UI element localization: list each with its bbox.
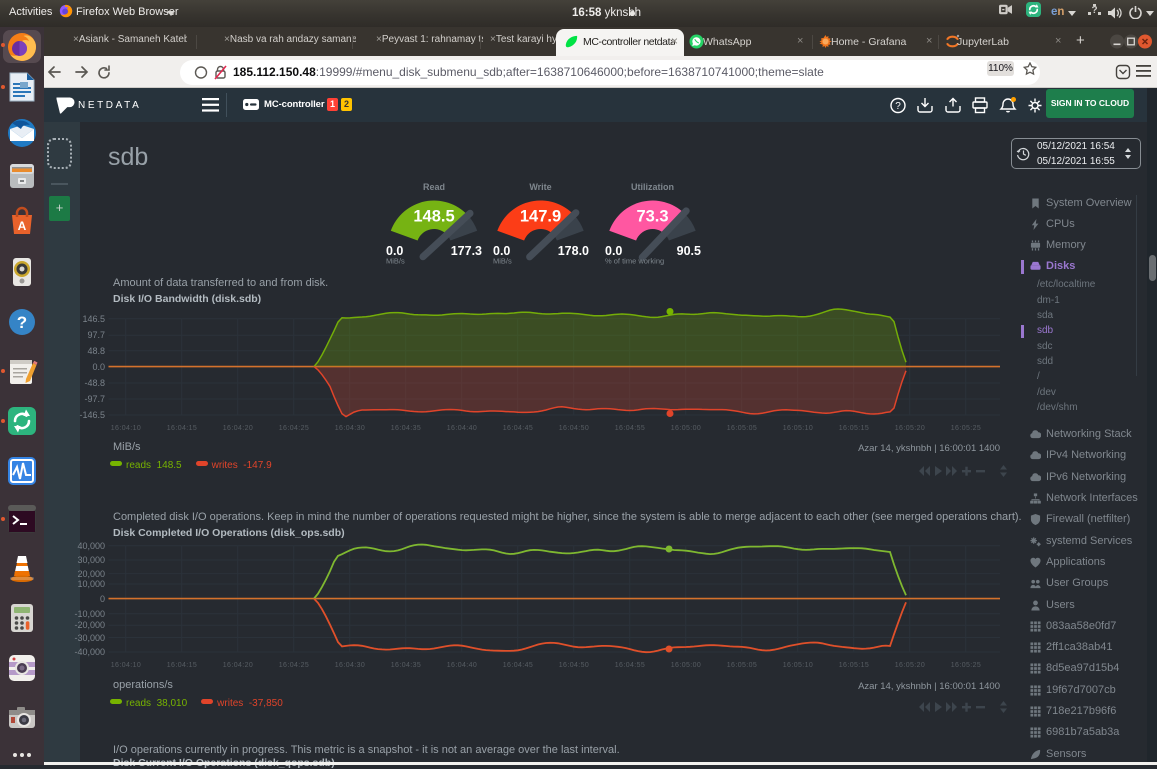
svg-text:147.9: 147.9	[520, 208, 561, 226]
svg-text:% of time working: % of time working	[605, 257, 664, 266]
svg-text:0.0: 0.0	[386, 244, 403, 258]
svg-text:A: A	[18, 219, 27, 233]
svg-text:73.3: 73.3	[636, 208, 668, 226]
svg-text:?: ?	[1091, 5, 1097, 16]
svg-text:MiB/s: MiB/s	[493, 257, 512, 266]
svg-text:Write: Write	[529, 182, 551, 192]
svg-text:Utilization: Utilization	[631, 182, 674, 192]
svg-text:148.5: 148.5	[413, 208, 454, 226]
svg-text:Read: Read	[423, 182, 445, 192]
svg-text:177.3: 177.3	[451, 244, 482, 258]
svg-text:178.0: 178.0	[558, 244, 589, 258]
svg-text:0.0: 0.0	[605, 244, 622, 258]
svg-text:?: ?	[895, 101, 901, 112]
svg-text:MiB/s: MiB/s	[386, 257, 405, 266]
svg-text:90.5: 90.5	[677, 244, 701, 258]
svg-text:?: ?	[17, 313, 27, 332]
svg-text:0.0: 0.0	[493, 244, 510, 258]
